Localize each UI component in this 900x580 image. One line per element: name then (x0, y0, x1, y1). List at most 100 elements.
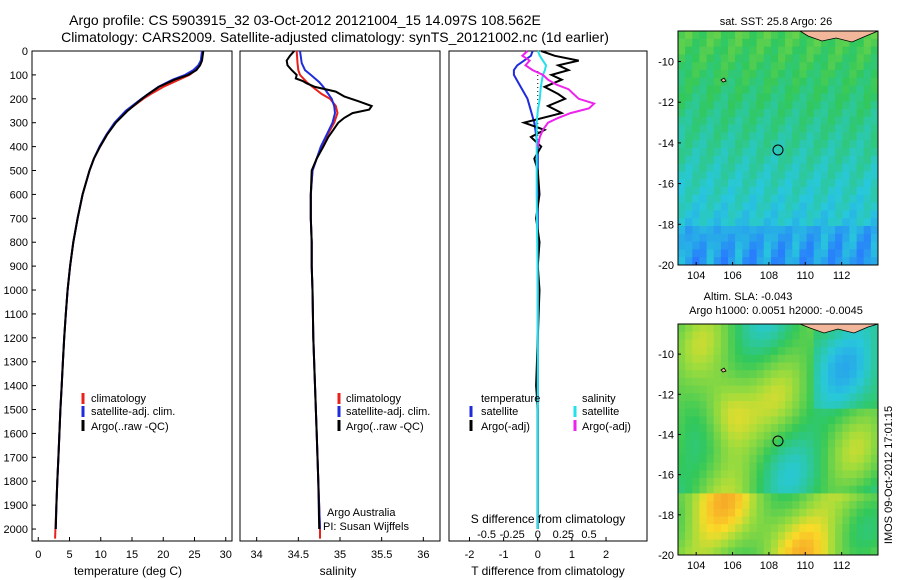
heatmap-cell (749, 93, 757, 102)
heatmap-cell (849, 431, 857, 440)
heatmap-cell (756, 202, 765, 211)
heatmap-cell (685, 101, 693, 110)
heatmap-cell (820, 393, 829, 402)
heatmap-cell (692, 163, 700, 172)
heatmap-cell (828, 447, 836, 456)
heatmap-cell (685, 70, 693, 79)
heatmap-cell (863, 140, 872, 149)
heatmap-cell (749, 424, 757, 433)
heatmap-cell (849, 241, 857, 250)
heatmap-cell (685, 109, 693, 118)
heatmap-cell (835, 194, 843, 204)
heatmap-cell (799, 416, 807, 425)
heatmap-cell (842, 354, 850, 363)
heatmap-cell (720, 210, 729, 219)
heatmap-cell (806, 70, 815, 79)
heatmap-cell (699, 249, 707, 258)
heatmap-cell (678, 38, 686, 48)
heatmap-cell (720, 377, 729, 387)
heatmap-cell (870, 257, 879, 266)
heatmap-cell (685, 218, 693, 227)
heatmap-cell (806, 478, 815, 487)
heatmap-cell (835, 493, 843, 502)
heatmap-cell (820, 462, 829, 471)
heatmap-cell (792, 194, 800, 204)
heatmap-cell (735, 401, 743, 410)
heatmap-cell (813, 362, 822, 371)
heatmap-cell (792, 547, 800, 556)
heatmap-cell (713, 408, 722, 417)
heatmap-cell (749, 347, 757, 356)
heatmap-cell (842, 202, 850, 211)
heatmap-cell (849, 501, 857, 510)
heatmap-cell (770, 385, 779, 394)
heatmap-cell (799, 218, 807, 227)
heatmap-cell (813, 493, 822, 502)
heatmap-cell (856, 439, 865, 448)
heatmap-cell (856, 454, 865, 464)
heatmap-cell (692, 148, 700, 157)
heatmap-cell (749, 493, 757, 502)
heatmap-cell (728, 439, 736, 448)
heatmap-cell (842, 233, 850, 243)
heatmap-cell (749, 132, 757, 141)
heatmap-cell (763, 226, 772, 235)
heatmap-cell (713, 77, 722, 87)
heatmap-cell (692, 140, 700, 149)
heatmap-cell (685, 531, 693, 541)
heatmap-cell (785, 202, 793, 211)
heatmap-cell (692, 132, 700, 141)
legend-label-temp-argo: Argo(-adj) (481, 421, 530, 433)
heatmap-cell (735, 431, 743, 440)
lat-tick-label: -20 (658, 550, 674, 562)
heatmap-cell (863, 155, 872, 165)
heatmap-cell (792, 31, 800, 40)
heatmap-cell (749, 501, 757, 510)
heatmap-cell (735, 179, 743, 188)
sla-latitude-ticks: -10-12-14-16-18-20 (658, 349, 681, 562)
heatmap-cell (678, 62, 686, 71)
heatmap-cell (713, 547, 722, 556)
heatmap-cell (756, 493, 765, 502)
heatmap-cell (692, 347, 700, 356)
heatmap-cell (728, 501, 736, 510)
heatmap-cell (856, 179, 865, 188)
depth-tick-label: 1200 (4, 333, 28, 345)
heatmap-cell (756, 46, 765, 55)
heatmap-cell (870, 194, 879, 204)
heatmap-cell (742, 339, 750, 348)
heatmap-cell (770, 202, 779, 211)
heatmap-cell (828, 194, 836, 204)
heatmap-cell (813, 401, 822, 410)
heatmap-cell (820, 485, 829, 494)
heatmap-cell (813, 241, 822, 250)
heatmap-cell (735, 439, 743, 448)
heatmap-cell (856, 93, 865, 102)
heatmap-cell (756, 547, 765, 556)
heatmap-cell (713, 202, 722, 211)
heatmap-cell (835, 148, 843, 157)
heatmap-cell (749, 524, 757, 533)
heatmap-cell (770, 354, 779, 363)
heatmap-cell (706, 132, 715, 141)
heatmap-cell (706, 485, 715, 494)
heatmap-cell (828, 155, 836, 165)
heatmap-cell (692, 155, 700, 165)
heatmap-cell (685, 439, 693, 448)
heatmap-cell (870, 93, 879, 102)
heatmap-cell (763, 393, 772, 402)
heatmap-cell (785, 354, 793, 363)
heatmap-cell (770, 109, 779, 118)
heatmap-cell (699, 171, 707, 180)
heatmap-cell (692, 401, 700, 410)
heatmap-cell (856, 347, 865, 356)
heatmap-cell (692, 508, 700, 517)
sla-title-line-1: Altim. SLA: -0.043 (704, 291, 793, 303)
heatmap-cell (742, 508, 750, 517)
heatmap-cell (863, 93, 872, 102)
heatmap-cell (706, 54, 715, 63)
heatmap-cell (856, 462, 865, 471)
heatmap-cell (678, 31, 686, 40)
heatmap-cell (799, 531, 807, 541)
heatmap-cell (870, 140, 879, 149)
